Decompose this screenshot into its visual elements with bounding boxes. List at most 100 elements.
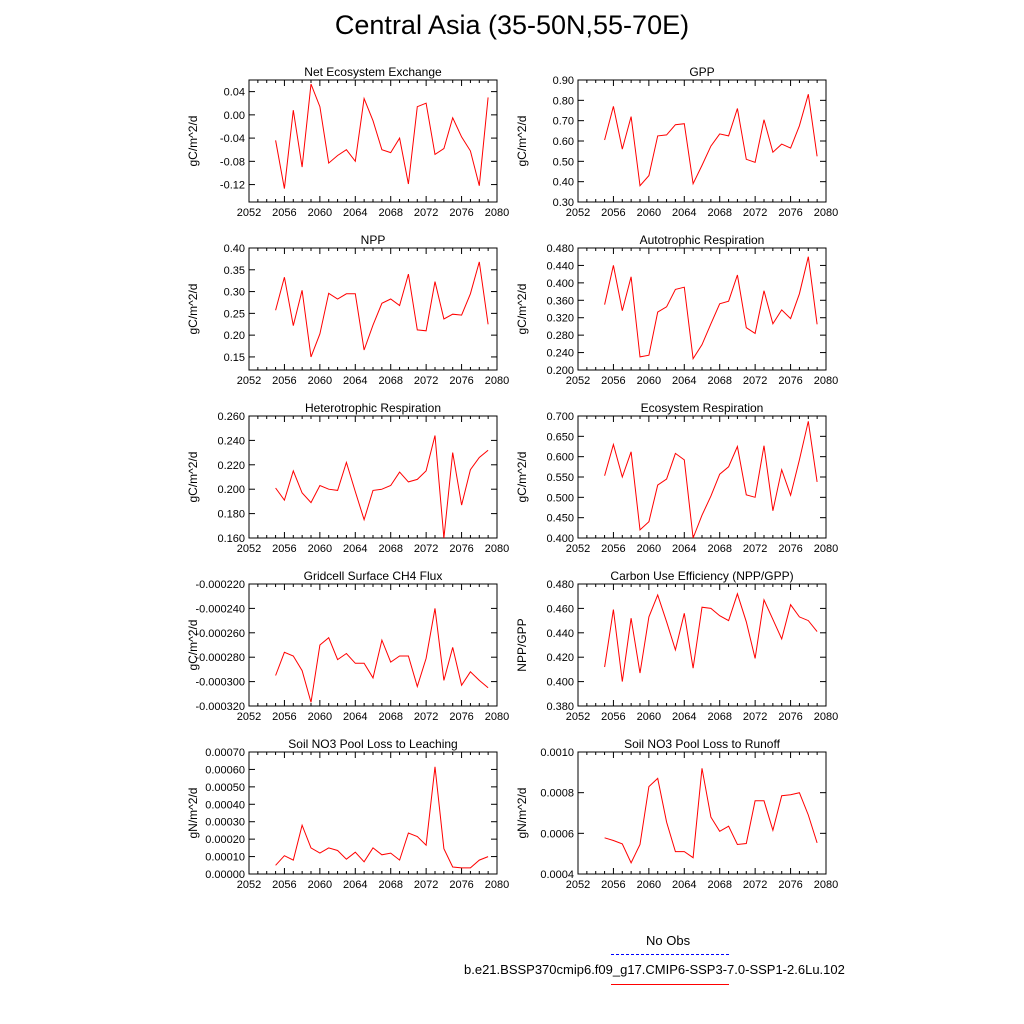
- x-tick-label: 2068: [707, 207, 731, 219]
- x-tick-label: 2056: [601, 375, 625, 387]
- y-tick-label: -0.000300: [195, 677, 245, 689]
- panel-5: Ecosystem Respiration gC/m^2/d 2052 2056 206…: [515, 401, 838, 555]
- x-tick-label: 2076: [449, 711, 473, 723]
- y-tick-label: 0.90: [553, 75, 574, 87]
- series-line: [275, 766, 489, 869]
- y-tick-label: 0.440: [546, 260, 574, 272]
- y-tick-label: 0.0004: [540, 869, 574, 881]
- y-tick-label: 0.450: [546, 513, 574, 525]
- x-tick-label: 2064: [343, 375, 367, 387]
- x-tick-label: 2060: [637, 375, 661, 387]
- y-tick-label: -0.000260: [195, 628, 245, 640]
- y-tick-label: 0.400: [546, 677, 574, 689]
- figure-title: Central Asia (35-50N,55-70E): [334, 10, 690, 40]
- y-tick-label: -0.12: [220, 180, 245, 192]
- x-tick-label: 2072: [414, 375, 438, 387]
- x-tick-label: 2064: [672, 711, 696, 723]
- x-tick-label: 2056: [272, 543, 296, 555]
- y-tick-label: 0.400: [546, 533, 574, 545]
- panel-title: Autotrophic Respiration: [640, 233, 765, 247]
- y-tick-label: 0.420: [546, 652, 574, 664]
- x-tick-label: 2072: [743, 711, 767, 723]
- y-tick-label: -0.000240: [195, 603, 245, 615]
- x-tick-label: 2064: [672, 543, 696, 555]
- x-tick-label: 2064: [672, 879, 696, 891]
- panel-title: Net Ecosystem Exchange: [304, 65, 442, 79]
- x-tick-label: 2080: [485, 711, 509, 723]
- panel-3: Autotrophic Respiration gC/m^2/d 2052 2056 2…: [515, 233, 838, 387]
- plot-frame: [248, 79, 498, 203]
- legend-line-no-obs: [611, 954, 729, 955]
- x-tick-label: 2052: [566, 207, 590, 219]
- y-tick-label: 0.00000: [205, 869, 245, 881]
- y-tick-label: 0.460: [546, 603, 574, 615]
- y-axis-label: gC/m^2/d: [515, 284, 529, 335]
- y-axis-label: NPP/GPP: [515, 618, 529, 671]
- series-line: [604, 421, 818, 539]
- x-tick-label: 2056: [601, 543, 625, 555]
- panel-7: Carbon Use Efficiency (NPP/GPP) NPP/GPP 20…: [515, 569, 838, 723]
- plot-frame: [577, 415, 827, 539]
- series-line: [275, 435, 489, 539]
- y-axis-label: gC/m^2/d: [186, 116, 200, 167]
- x-tick-label: 2064: [672, 375, 696, 387]
- plot-frame: [248, 415, 498, 539]
- y-axis-label: gN/m^2/d: [186, 788, 200, 839]
- panel-title: Carbon Use Efficiency (NPP/GPP): [610, 569, 793, 583]
- plot-frame: [577, 79, 827, 203]
- y-tick-label: -0.000280: [195, 652, 245, 664]
- x-tick-label: 2056: [601, 879, 625, 891]
- y-tick-label: 0.00070: [205, 747, 245, 759]
- legend-label-no-obs: No Obs: [646, 933, 691, 948]
- x-tick-label: 2052: [237, 879, 261, 891]
- y-tick-label: 0.50: [553, 156, 574, 168]
- y-tick-label: 0.160: [217, 533, 245, 545]
- y-tick-label: 0.200: [546, 365, 574, 377]
- y-tick-label: -0.000220: [195, 579, 245, 591]
- y-tick-label: 0.320: [546, 313, 574, 325]
- y-tick-label: 0.25: [224, 308, 245, 320]
- y-tick-label: -0.04: [220, 133, 245, 145]
- x-tick-label: 2052: [237, 207, 261, 219]
- panel-8: Soil NO3 Pool Loss to Leaching gN/m^2/d 20…: [186, 737, 509, 891]
- plot-frame: [577, 247, 827, 371]
- y-tick-label: 0.0010: [540, 747, 574, 759]
- y-tick-label: 0.40: [553, 177, 574, 189]
- x-tick-label: 2052: [237, 375, 261, 387]
- x-tick-label: 2060: [637, 543, 661, 555]
- y-tick-label: 0.0006: [540, 828, 574, 840]
- y-tick-label: 0.200: [217, 484, 245, 496]
- y-tick-label: 0.0008: [540, 788, 574, 800]
- x-tick-label: 2072: [414, 207, 438, 219]
- x-tick-label: 2068: [707, 375, 731, 387]
- x-tick-label: 2080: [814, 375, 838, 387]
- panel-6: Gridcell Surface CH4 Flux gC/m^2/d 2052 205…: [186, 569, 509, 723]
- series-line: [604, 256, 818, 361]
- x-tick-label: 2060: [308, 207, 332, 219]
- x-tick-label: 2060: [637, 711, 661, 723]
- panel-title: Soil NO3 Pool Loss to Leaching: [288, 737, 457, 751]
- series-line: [275, 83, 489, 189]
- x-tick-label: 2060: [637, 207, 661, 219]
- x-tick-label: 2080: [485, 207, 509, 219]
- panel-title: Soil NO3 Pool Loss to Runoff: [624, 737, 781, 751]
- x-tick-label: 2076: [778, 711, 802, 723]
- x-tick-label: 2056: [601, 711, 625, 723]
- x-tick-label: 2076: [778, 543, 802, 555]
- x-tick-label: 2076: [449, 375, 473, 387]
- y-tick-label: 0.80: [553, 95, 574, 107]
- x-tick-label: 2060: [308, 711, 332, 723]
- panel-9: Soil NO3 Pool Loss to Runoff gN/m^2/d 2052…: [515, 737, 838, 891]
- panel-title: GPP: [689, 65, 714, 79]
- y-tick-label: 0.380: [546, 701, 574, 713]
- x-tick-label: 2080: [485, 375, 509, 387]
- y-tick-label: 0.00060: [205, 764, 245, 776]
- y-tick-label: 0.360: [546, 295, 574, 307]
- x-tick-label: 2076: [778, 375, 802, 387]
- x-tick-label: 2068: [378, 207, 402, 219]
- y-tick-label: 0.15: [224, 352, 245, 364]
- y-tick-label: 0.260: [217, 411, 245, 423]
- y-tick-label: 0.240: [546, 348, 574, 360]
- y-tick-label: 0.40: [224, 243, 245, 255]
